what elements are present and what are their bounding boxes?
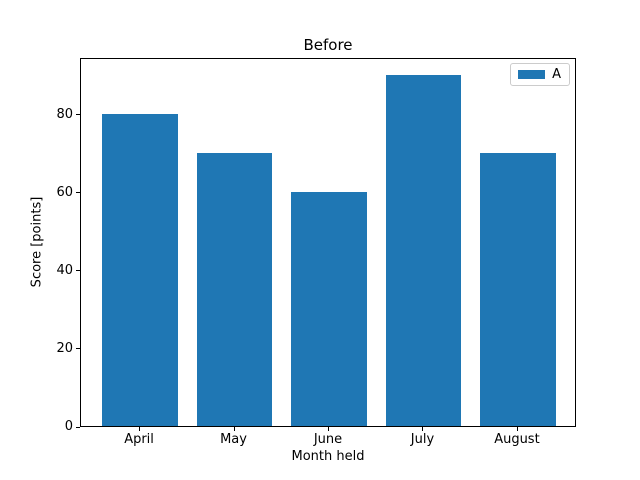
y-tick bbox=[76, 348, 80, 350]
y-tick-label: 60 bbox=[56, 184, 73, 200]
x-tick bbox=[328, 427, 329, 431]
y-tick bbox=[76, 426, 80, 428]
x-tick bbox=[233, 427, 235, 431]
legend-label: A bbox=[552, 67, 561, 82]
x-axis-label: Month held bbox=[291, 449, 365, 464]
bar-june bbox=[291, 191, 367, 426]
chart-title: Before bbox=[303, 36, 353, 54]
y-tick-label: 0 bbox=[64, 419, 73, 434]
bar-july bbox=[385, 74, 462, 426]
x-tick-label: May bbox=[220, 432, 247, 447]
y-tick-label: 80 bbox=[56, 106, 73, 122]
x-tick-label: August bbox=[494, 432, 540, 447]
legend: A bbox=[510, 63, 570, 86]
y-tick-label: 40 bbox=[56, 262, 73, 278]
bar-august bbox=[480, 152, 556, 426]
y-tick-label: 20 bbox=[56, 340, 73, 356]
y-tick bbox=[76, 192, 80, 194]
plot-area: A bbox=[80, 58, 576, 427]
x-tick-label: July bbox=[410, 432, 435, 447]
legend-swatch bbox=[518, 70, 546, 79]
x-tick bbox=[516, 427, 518, 431]
bar-may bbox=[196, 152, 273, 426]
y-tick bbox=[76, 114, 80, 116]
y-tick bbox=[76, 270, 80, 272]
bar-april bbox=[102, 113, 178, 426]
x-tick bbox=[422, 427, 424, 431]
x-tick-label: April bbox=[124, 432, 154, 447]
x-tick-label: June bbox=[313, 432, 343, 447]
x-tick bbox=[139, 427, 141, 431]
